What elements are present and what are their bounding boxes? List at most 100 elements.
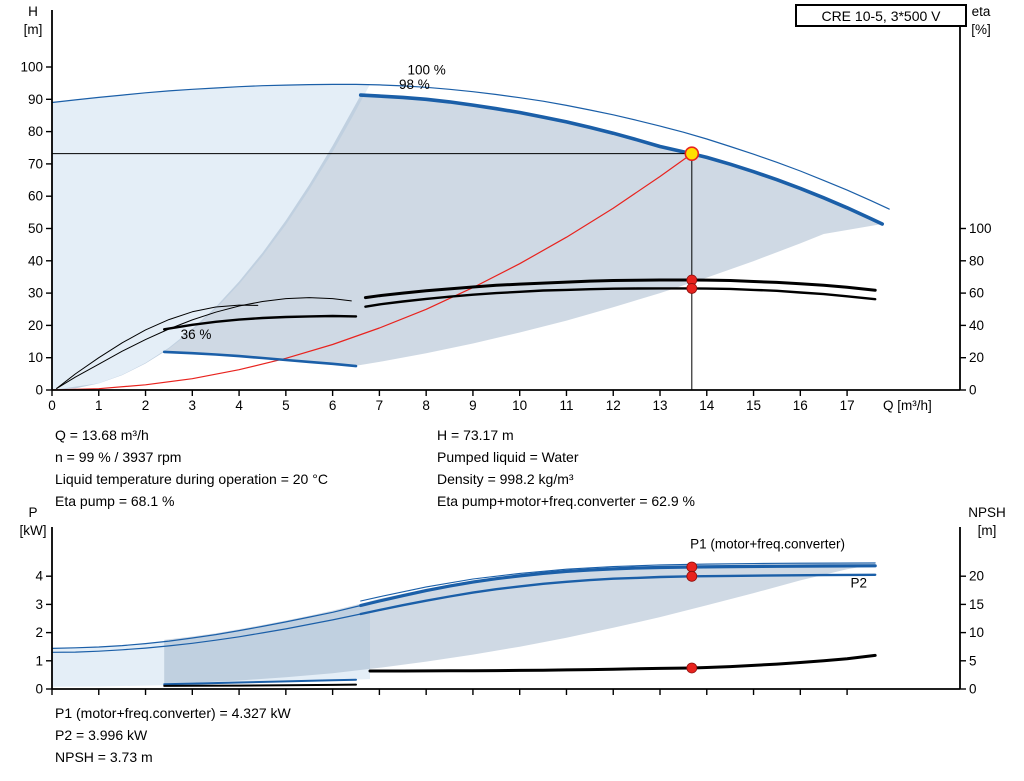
result-line: NPSH = 3.73 m	[55, 749, 153, 765]
power-range-light	[52, 603, 370, 687]
y-right-tick-label: 5	[969, 653, 977, 668]
y-left-tick-label: 100	[20, 60, 43, 75]
pump-model-label: CRE 10-5, 3*500 V	[821, 7, 941, 24]
system-curve	[51, 153, 693, 391]
result-line: P1 (motor+freq.converter) = 4.327 kW	[55, 705, 291, 721]
y-right-tick-label: 100	[969, 221, 992, 236]
head-curve-36pct	[162, 350, 358, 368]
result-line: Pumped liquid = Water	[437, 449, 579, 465]
result-line: P2 = 3.996 kW	[55, 727, 148, 743]
curve-label: 100 %	[407, 62, 445, 77]
y-left-tick-label: 50	[28, 221, 43, 236]
y-right-tick-label: 60	[969, 286, 984, 301]
p1-curve-lowflow	[51, 604, 362, 649]
result-line: n = 99 % / 3937 rpm	[55, 449, 182, 465]
x-tick-label: 1	[95, 398, 103, 413]
eta-total-curve	[364, 287, 877, 308]
eta-arc-b	[56, 304, 259, 389]
result-line: Density = 998.2 kg/m³	[437, 471, 574, 487]
y-right-tick-label: 15	[969, 597, 984, 612]
x-tick-label: 7	[376, 398, 384, 413]
x-axis-title: Q [m³/h]	[883, 398, 932, 413]
y-left-axis-title: H	[28, 4, 38, 19]
y-right-tick-label: 20	[969, 569, 984, 584]
x-tick-label: 15	[746, 398, 761, 413]
duty-dot-marker	[686, 570, 698, 582]
result-line: Eta pump = 68.1 %	[55, 493, 175, 509]
y-left-tick-label: 0	[35, 383, 43, 398]
p2-curve	[359, 573, 877, 616]
y-left-tick-label: 2	[35, 625, 43, 640]
y-right-tick-label: 20	[969, 350, 984, 365]
y-left-tick-label: 70	[28, 156, 43, 171]
x-tick-label: 0	[48, 398, 56, 413]
x-tick-label: 8	[422, 398, 430, 413]
p2-curve-lowflow	[51, 613, 362, 653]
y-left-tick-label: 60	[28, 189, 43, 204]
x-tick-label: 17	[840, 398, 855, 413]
result-line: Liquid temperature during operation = 20…	[55, 471, 328, 487]
duty-dot-marker	[686, 662, 698, 674]
y-right-tick-label: 0	[969, 682, 977, 697]
power-npsh-chart: 0 1 2 3 4 0 5 10 15 20 P [kW] NPSH [m] P1 (motor+freq.…	[20, 505, 1006, 697]
x-tick-label: 4	[235, 398, 243, 413]
operating-envelope	[52, 95, 883, 390]
eta-lowspeed-segment	[163, 314, 358, 331]
y-left-axis-unit: [m]	[24, 22, 43, 37]
x-tick-label: 3	[189, 398, 197, 413]
duty-results-left-column: Q = 13.68 m³/h n = 99 % / 3937 rpm Liquid …	[55, 424, 328, 512]
duty-results-bottom: P1 (motor+freq.converter) = 4.327 kW P2 =…	[55, 702, 291, 768]
x-tick-label: 16	[793, 398, 808, 413]
x-tick-label: 6	[329, 398, 337, 413]
y-right-tick-label: 80	[969, 253, 984, 268]
y-left-tick-label: 90	[28, 92, 43, 107]
result-line: Eta pump+motor+freq.converter = 62.9 %	[437, 493, 695, 509]
y-left-tick-label: 80	[28, 124, 43, 139]
x-tick-label: 11	[559, 398, 573, 413]
p1-max-line	[360, 562, 876, 602]
p1-curve	[359, 564, 877, 608]
y-left-tick-label: 3	[35, 597, 43, 612]
y-right-axis-title: NPSH	[968, 505, 1006, 520]
duty-results-right-column: H = 73.17 m Pumped liquid = Water Density …	[437, 424, 695, 512]
x-tick-label: 12	[606, 398, 621, 413]
duty-dot-marker	[686, 283, 698, 294]
y-left-tick-label: 20	[28, 318, 43, 333]
curve-label: P2	[851, 575, 868, 590]
pump-model-box: CRE 10-5, 3*500 V	[795, 4, 967, 27]
speed-range-light	[52, 84, 370, 391]
curve-label: 98 %	[399, 77, 430, 92]
head-curve-duty	[358, 93, 884, 226]
npsh-curve	[368, 653, 877, 673]
power-envelope	[164, 562, 876, 684]
eta-arc-a	[56, 297, 352, 389]
y-left-tick-label: 10	[28, 350, 43, 365]
y-right-axis-unit: [%]	[971, 22, 991, 37]
y-left-tick-label: 40	[28, 253, 43, 268]
npsh-lowspeed-segment	[163, 683, 357, 687]
curve-label: 36 %	[181, 327, 212, 342]
y-left-tick-label: 0	[35, 682, 43, 697]
x-tick-label: 14	[699, 398, 715, 413]
x-tick-label: 13	[652, 398, 667, 413]
y-right-axis-unit: [m]	[978, 523, 997, 538]
result-line: H = 73.17 m	[437, 427, 514, 443]
duty-point-marker	[684, 146, 700, 161]
result-line: Q = 13.68 m³/h	[55, 427, 149, 443]
eta-pump-curve	[363, 278, 877, 300]
y-left-axis-title: P	[28, 505, 37, 520]
y-right-tick-label: 0	[969, 383, 977, 398]
y-left-tick-label: 1	[35, 653, 43, 668]
y-right-tick-label: 40	[969, 318, 984, 333]
x-tick-label: 9	[469, 398, 477, 413]
duty-results-top: Q = 13.68 m³/h n = 99 % / 3937 rpm Liquid …	[55, 424, 995, 516]
p-min-segment	[163, 678, 357, 686]
y-left-axis-unit: [kW]	[20, 523, 47, 538]
y-right-axis-title: eta	[972, 4, 991, 19]
duty-dot-marker	[686, 561, 698, 573]
y-right-tick-label: 10	[969, 625, 984, 640]
x-tick-label: 10	[512, 398, 527, 413]
curve-label: P1 (motor+freq.converter)	[690, 537, 845, 552]
